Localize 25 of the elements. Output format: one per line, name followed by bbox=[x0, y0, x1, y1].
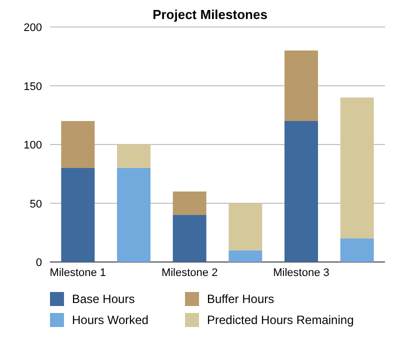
bar bbox=[172, 192, 206, 215]
bar bbox=[284, 121, 318, 262]
y-tick-label: 150 bbox=[24, 80, 42, 93]
y-tick-label: 200 bbox=[24, 22, 42, 34]
bar bbox=[228, 250, 262, 262]
y-tick-label: 0 bbox=[36, 257, 42, 269]
legend-label: Base Hours bbox=[72, 292, 135, 306]
legend-label: Predicted Hours Remaining bbox=[207, 313, 354, 327]
bar bbox=[117, 144, 150, 168]
x-tick-label: Milestone 3 bbox=[273, 267, 330, 279]
legend-label: Buffer Hours bbox=[207, 292, 274, 306]
bar bbox=[228, 203, 262, 250]
bar bbox=[61, 168, 95, 262]
bar bbox=[340, 238, 374, 262]
y-tick-label: 100 bbox=[24, 140, 42, 152]
y-tick-label: 50 bbox=[30, 198, 42, 210]
legend-label: Hours Worked bbox=[72, 313, 148, 327]
bar bbox=[172, 215, 206, 262]
bar bbox=[284, 50, 318, 121]
bar bbox=[117, 168, 150, 262]
x-tick-label: Milestone 1 bbox=[50, 267, 106, 279]
chart-title: Project Milestones bbox=[152, 7, 268, 22]
x-tick-label: Milestone 2 bbox=[161, 267, 218, 279]
bar bbox=[340, 98, 374, 238]
bar bbox=[61, 121, 95, 168]
